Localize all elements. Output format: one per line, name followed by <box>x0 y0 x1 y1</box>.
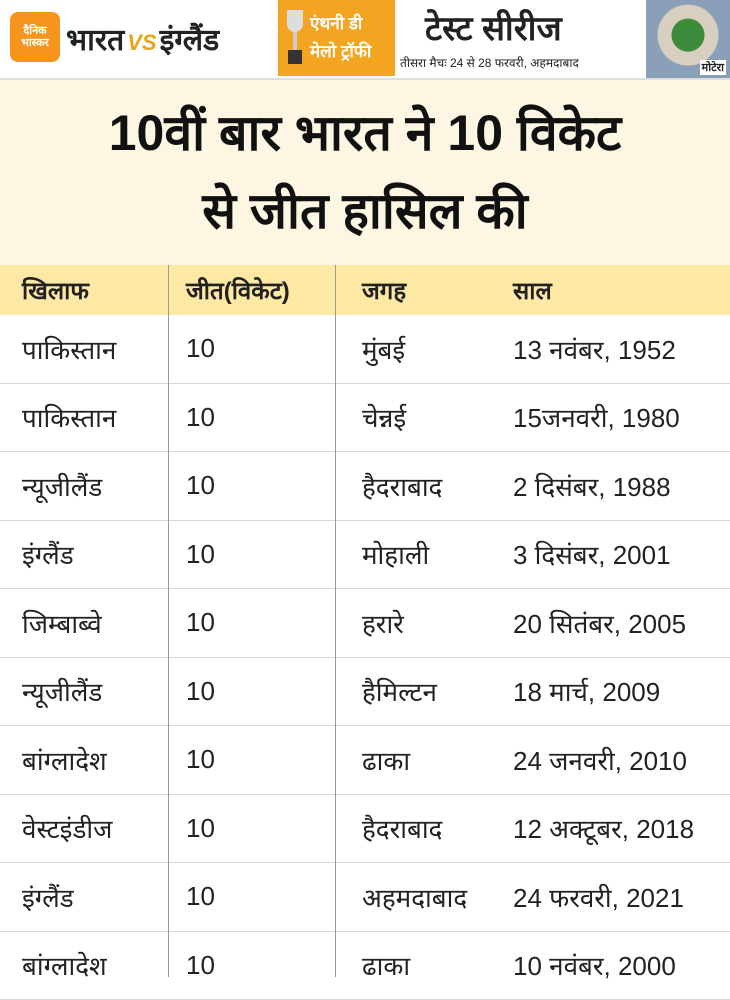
table-cell: 13 नवंबर, 1952 <box>513 334 676 365</box>
table-cell: 10 <box>186 401 215 432</box>
table-cell: 24 फरवरी, 2021 <box>513 882 684 913</box>
stadium-label: मोटेरा <box>699 60 726 75</box>
table-cell: अहमदाबाद <box>362 882 468 913</box>
match-title: भारत VS इंग्लैंड <box>66 18 219 59</box>
table-cell: 10 <box>186 949 215 980</box>
table-cell: हैदराबाद <box>362 814 443 845</box>
table: खिलाफ जीत(विकेट) जगह साल पाकिस्तान 10 मुंबई 13 … <box>0 265 730 1000</box>
logo: दैनिक भास्कर <box>10 12 60 62</box>
table-cell: 10 <box>186 607 215 638</box>
table-row: वेस्टइंडीज 10 हैदराबाद 12 अक्टूबर, 2018 <box>0 795 730 863</box>
trophy-icon <box>287 10 303 64</box>
table-cell: 10 <box>186 744 215 775</box>
column-header: साल <box>513 277 552 305</box>
table-cell: न्यूजीलैंड <box>22 677 103 708</box>
table-cell: वेस्टइंडीज <box>22 814 113 845</box>
team: इंग्लैंड <box>159 24 220 57</box>
table-cell: 15जनवरी, 1980 <box>513 403 680 434</box>
column-header: जगह <box>362 277 407 305</box>
table-row: न्यूजीलैंड 10 हैमिल्टन 18 मार्च, 2009 <box>0 658 730 726</box>
table-row: इंग्लैंड 10 मोहाली 3 दिसंबर, 2001 <box>0 521 730 589</box>
table-cell: चेन्नई <box>362 403 407 434</box>
table-cell: इंग्लैंड <box>22 882 74 913</box>
team: भारत <box>66 24 125 57</box>
column-divider <box>168 265 169 977</box>
table-cell: 20 सितंबर, 2005 <box>513 608 687 639</box>
table-cell: 12 अक्टूबर, 2018 <box>513 814 695 845</box>
table-cell: इंग्लैंड <box>22 540 74 571</box>
table-cell: बांग्लादेश <box>22 951 107 982</box>
title-line: से जीत हासिल की <box>202 183 528 239</box>
title: 10वीं बार भारत ने 10 विकेट से जीत हासिल क… <box>0 80 730 265</box>
column-header: खिलाफ <box>22 277 89 305</box>
trophy-box: एंथनी डी मेलो ट्रॉफी <box>278 0 395 76</box>
table-row: पाकिस्तान 10 मुंबई 13 नवंबर, 1952 <box>0 315 730 384</box>
title-line: 10वीं बार भारत ने 10 विकेट <box>108 105 622 161</box>
table-cell: 10 <box>186 470 215 501</box>
table-cell: 3 दिसंबर, 2001 <box>513 540 671 571</box>
table-cell: 10 <box>186 812 215 843</box>
table-cell: पाकिस्तान <box>22 334 117 365</box>
table-cell: 10 नवंबर, 2000 <box>513 951 676 982</box>
table-row: इंग्लैंड 10 अहमदाबाद 24 फरवरी, 2021 <box>0 863 730 932</box>
table-cell: ढाका <box>362 745 411 776</box>
table-cell: 10 <box>186 881 215 912</box>
table-cell: 2 दिसंबर, 1988 <box>513 471 671 502</box>
vs: VS <box>127 30 157 55</box>
table-cell: हरारे <box>362 608 404 639</box>
table-row: बांग्लादेश 10 ढाका 24 जनवरी, 2010 <box>0 726 730 795</box>
header: दैनिक भास्कर भारत VS इंग्लैंड एंथनी डी मेलो… <box>0 0 730 80</box>
table-row: बांग्लादेश 10 ढाका 10 नवंबर, 2000 <box>0 932 730 1000</box>
table-cell: पाकिस्तान <box>22 403 117 434</box>
table-cell: मुंबई <box>362 334 406 365</box>
table-cell: 10 <box>186 675 215 706</box>
table-cell: 10 <box>186 333 215 364</box>
table-cell: 24 जनवरी, 2010 <box>513 745 687 776</box>
table-row: पाकिस्तान 10 चेन्नई 15जनवरी, 1980 <box>0 384 730 452</box>
series: टेस्ट सीरीज <box>425 10 562 48</box>
table-cell: हैदराबाद <box>362 471 443 502</box>
trophy-text: मेलो ट्रॉफी <box>310 42 372 61</box>
table-row: जिम्बाब्वे 10 हरारे 20 सितंबर, 2005 <box>0 589 730 658</box>
schedule: तीसरा मैचः 24 से 28 फरवरी, अहमदाबाद <box>400 56 579 70</box>
table-cell: जिम्बाब्वे <box>22 608 102 639</box>
table-cell: न्यूजीलैंड <box>22 471 103 502</box>
stadium-image: मोटेरा <box>646 0 730 78</box>
column-divider <box>335 265 336 977</box>
table-cell: 18 मार्च, 2009 <box>513 677 661 708</box>
header-row: खिलाफ जीत(विकेट) जगह साल <box>0 265 730 315</box>
table-row: न्यूजीलैंड 10 हैदराबाद 2 दिसंबर, 1988 <box>0 452 730 521</box>
column-header: जीत(विकेट) <box>186 277 290 305</box>
table-cell: हैमिल्टन <box>362 677 437 708</box>
table-cell: मोहाली <box>362 540 430 571</box>
table-cell: बांग्लादेश <box>22 745 107 776</box>
table-cell: ढाका <box>362 951 411 982</box>
table-cell: 10 <box>186 538 215 569</box>
trophy-text: एंथनी डी <box>310 14 363 33</box>
